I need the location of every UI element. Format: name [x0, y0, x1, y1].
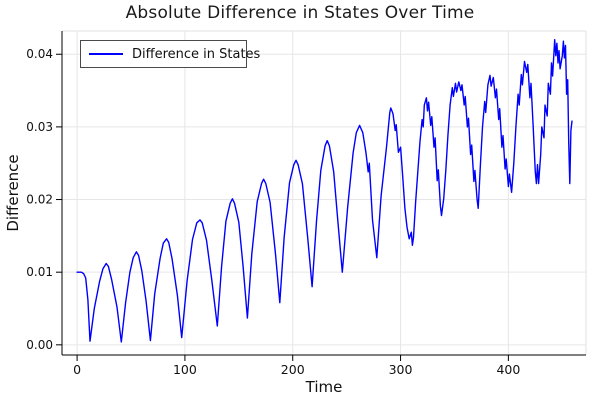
x-tick-label: 400: [496, 362, 520, 377]
y-axis-label: Difference: [4, 154, 22, 232]
x-tick-label: 200: [281, 362, 305, 377]
y-tick-label: 0.02: [26, 193, 53, 207]
x-tick-label: 300: [389, 362, 413, 377]
y-tick-label: 0.03: [26, 120, 53, 134]
x-axis-label: Time: [305, 378, 343, 396]
y-tick-label: 0.00: [26, 338, 53, 352]
y-tick-label: 0.04: [26, 47, 53, 61]
chart-title: Absolute Difference in States Over Time: [125, 3, 475, 23]
x-tick-label: 100: [173, 362, 197, 377]
x-tick-label: 0: [73, 362, 81, 377]
data-line-Difference in States: [76, 39, 573, 343]
legend-label: Difference in States: [132, 46, 261, 62]
legend-line-sample: [89, 53, 123, 55]
y-tick-label: 0.01: [26, 265, 53, 279]
legend: Difference in States: [80, 40, 260, 68]
